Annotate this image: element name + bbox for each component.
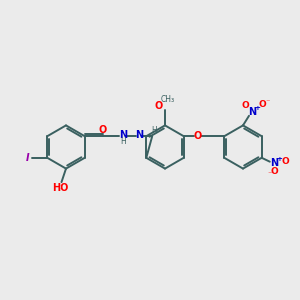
- Text: N: N: [248, 106, 256, 117]
- Text: H: H: [120, 137, 126, 146]
- Text: O: O: [242, 101, 249, 110]
- Text: ⁻: ⁻: [266, 98, 270, 107]
- Text: N: N: [270, 158, 278, 168]
- Text: O: O: [99, 124, 107, 135]
- Text: +: +: [254, 105, 260, 111]
- Text: +: +: [276, 156, 282, 162]
- Text: CH₃: CH₃: [161, 95, 175, 104]
- Text: N: N: [135, 130, 143, 140]
- Text: I: I: [26, 153, 30, 163]
- Text: N: N: [119, 130, 127, 140]
- Text: O: O: [282, 157, 290, 166]
- Text: O: O: [154, 101, 163, 111]
- Text: O: O: [194, 131, 202, 141]
- Text: O: O: [259, 100, 266, 109]
- Text: O: O: [270, 167, 278, 176]
- Text: ⁻: ⁻: [267, 169, 272, 178]
- Text: H: H: [151, 126, 157, 135]
- Text: HO: HO: [52, 183, 68, 193]
